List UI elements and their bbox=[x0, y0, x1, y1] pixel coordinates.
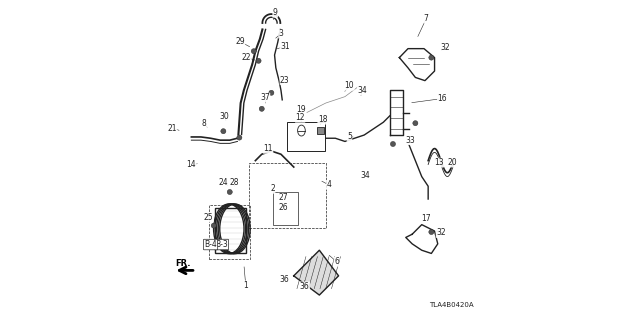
Text: 23: 23 bbox=[280, 76, 290, 84]
Text: 14: 14 bbox=[186, 160, 196, 169]
Text: 32: 32 bbox=[436, 228, 446, 237]
Text: 12: 12 bbox=[296, 113, 305, 122]
Text: 36: 36 bbox=[279, 276, 289, 284]
Circle shape bbox=[429, 55, 434, 60]
Circle shape bbox=[237, 135, 242, 140]
Text: FR.: FR. bbox=[175, 260, 191, 268]
Text: 32: 32 bbox=[440, 43, 451, 52]
Text: 8: 8 bbox=[202, 119, 207, 128]
Text: 30: 30 bbox=[219, 112, 229, 121]
Text: 18: 18 bbox=[318, 115, 327, 124]
Text: B-3: B-3 bbox=[215, 240, 228, 249]
Text: 24: 24 bbox=[218, 178, 228, 187]
Circle shape bbox=[390, 141, 396, 147]
Text: 26: 26 bbox=[278, 203, 288, 212]
Text: 22: 22 bbox=[242, 53, 251, 62]
Text: 16: 16 bbox=[437, 94, 447, 103]
Text: 13: 13 bbox=[434, 158, 444, 167]
Text: 27: 27 bbox=[278, 193, 288, 202]
Text: 1: 1 bbox=[243, 281, 248, 290]
Bar bbox=[209, 205, 250, 259]
Text: 29: 29 bbox=[235, 37, 245, 46]
Polygon shape bbox=[294, 250, 339, 295]
Text: 21: 21 bbox=[168, 124, 177, 132]
Circle shape bbox=[256, 58, 261, 63]
Circle shape bbox=[221, 129, 226, 134]
Circle shape bbox=[429, 229, 434, 235]
Bar bbox=[249, 163, 326, 228]
Text: 34: 34 bbox=[357, 86, 367, 95]
Bar bbox=[317, 127, 324, 134]
Text: 10: 10 bbox=[344, 81, 355, 90]
Circle shape bbox=[269, 90, 274, 95]
Text: 4: 4 bbox=[326, 180, 332, 189]
Circle shape bbox=[211, 223, 216, 228]
Text: 34: 34 bbox=[360, 171, 371, 180]
Circle shape bbox=[251, 49, 256, 54]
Text: 19: 19 bbox=[296, 105, 307, 114]
Text: 2: 2 bbox=[270, 184, 275, 193]
Text: 37: 37 bbox=[260, 93, 270, 102]
Text: 20: 20 bbox=[447, 158, 457, 167]
Text: 3: 3 bbox=[278, 29, 284, 38]
Text: 36: 36 bbox=[300, 282, 310, 291]
Circle shape bbox=[259, 106, 264, 111]
Circle shape bbox=[227, 189, 232, 195]
Bar bbox=[273, 192, 298, 225]
Text: 9: 9 bbox=[273, 8, 278, 17]
Bar bbox=[215, 208, 246, 253]
Text: 25: 25 bbox=[204, 213, 214, 222]
Text: 7: 7 bbox=[424, 14, 429, 23]
Text: TLA4B0420A: TLA4B0420A bbox=[429, 302, 474, 308]
Text: 31: 31 bbox=[280, 42, 290, 51]
Text: 11: 11 bbox=[264, 144, 273, 153]
Text: 17: 17 bbox=[421, 214, 431, 223]
Text: 33: 33 bbox=[405, 136, 415, 145]
Bar bbox=[287, 122, 325, 151]
Text: 5: 5 bbox=[347, 132, 352, 141]
Text: B-4: B-4 bbox=[204, 240, 217, 249]
Text: 28: 28 bbox=[230, 178, 239, 187]
Circle shape bbox=[413, 121, 418, 126]
Text: 6: 6 bbox=[334, 257, 339, 266]
